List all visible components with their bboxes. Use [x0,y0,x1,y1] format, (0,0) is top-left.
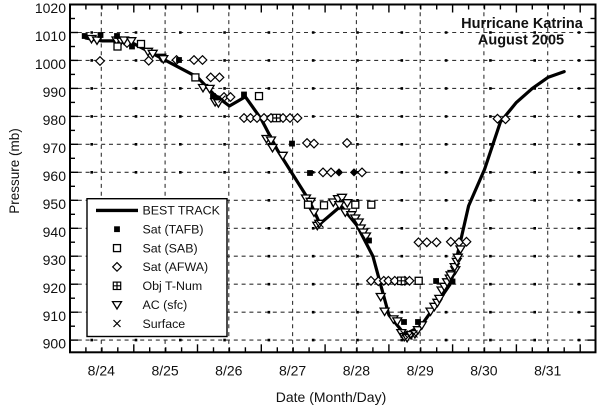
svg-text:1000: 1000 [35,56,66,72]
svg-text:990: 990 [43,84,67,100]
svg-text:910: 910 [43,308,67,324]
svg-text:Sat (SAB): Sat (SAB) [143,241,198,255]
svg-text:8/30: 8/30 [470,363,497,379]
svg-text:8/24: 8/24 [88,363,115,379]
svg-text:Obj T-Num: Obj T-Num [143,279,203,293]
svg-text:920: 920 [43,280,67,296]
svg-text:August 2005: August 2005 [478,33,564,49]
svg-text:8/29: 8/29 [407,363,434,379]
svg-text:8/31: 8/31 [534,363,561,379]
svg-text:Date (Month/Day): Date (Month/Day) [276,389,386,405]
svg-text:Sat (AFWA): Sat (AFWA) [143,260,209,274]
svg-text:1020: 1020 [35,0,66,16]
svg-text:940: 940 [43,224,67,240]
svg-text:980: 980 [43,112,67,128]
svg-text:8/28: 8/28 [343,363,370,379]
svg-text:Hurricane Katrina: Hurricane Katrina [461,16,584,32]
svg-text:Sat (TAFB): Sat (TAFB) [143,223,204,237]
svg-text:8/27: 8/27 [279,363,306,379]
svg-text:970: 970 [43,140,67,156]
svg-text:900: 900 [43,336,67,352]
svg-text:BEST TRACK: BEST TRACK [143,204,221,218]
svg-text:AC (sfc): AC (sfc) [143,298,188,312]
svg-text:1010: 1010 [35,28,66,44]
svg-text:Pressure (mb): Pressure (mb) [7,128,22,214]
svg-text:960: 960 [43,168,67,184]
svg-text:8/25: 8/25 [151,363,178,379]
svg-text:8/26: 8/26 [215,363,242,379]
svg-text:950: 950 [43,196,67,212]
svg-text:Surface: Surface [143,317,186,331]
svg-text:930: 930 [43,252,67,268]
